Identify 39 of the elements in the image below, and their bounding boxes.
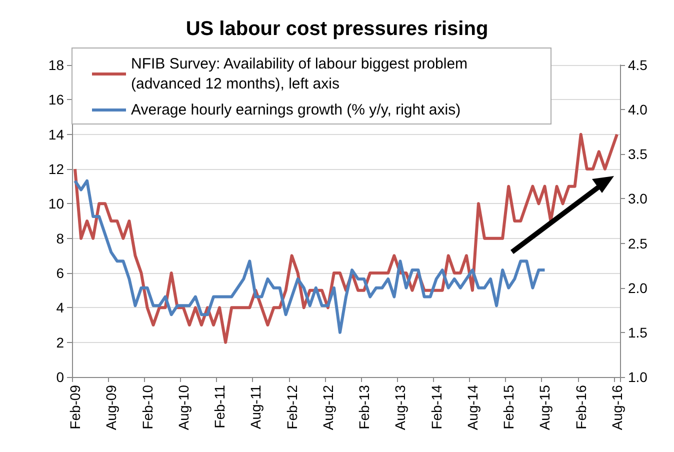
y-tick-label: 14: [48, 126, 64, 142]
y-tick-label: 12: [48, 161, 64, 177]
x-tick-label: Feb-11: [212, 384, 228, 428]
x-tick-label: Feb-14: [428, 384, 444, 430]
x-tick-label: Aug-09: [103, 384, 120, 430]
legend-label: NFIB Survey: Availability of labour biggest problem (advanced 12 months), left axis: [131, 56, 472, 92]
x-tick-label: Feb-13: [356, 384, 372, 430]
x-tick-label: Aug-14: [464, 384, 480, 430]
y-tick-label: 0: [56, 369, 64, 385]
y-tick-label: 16: [48, 92, 64, 108]
chart-title: US labour cost pressures rising: [186, 18, 488, 40]
y-tick-label: 4: [56, 300, 64, 316]
x-tick-label: Feb-10: [139, 384, 156, 430]
y2-tick-label: 1.0: [628, 369, 648, 385]
y-tick-label: 6: [56, 265, 64, 281]
y2-tick-label: 2.0: [628, 280, 648, 296]
y-tick-label: 8: [56, 230, 64, 246]
x-tick-label: Feb-09: [67, 384, 84, 430]
y2-tick-label: 4.0: [628, 102, 648, 118]
line-series: [74, 132, 618, 344]
x-tick-label: Aug-10: [175, 384, 192, 430]
y2-tick-label: 1.5: [628, 324, 648, 340]
x-tick-label: Aug-11: [248, 384, 264, 430]
y-tick-label: 18: [48, 57, 64, 73]
x-tick-label: Feb-12: [284, 384, 300, 430]
line-series: [74, 179, 546, 334]
x-tick-label: Aug-12: [320, 384, 336, 430]
y2-tick-label: 4.5: [628, 57, 648, 73]
y2-tick-label: 3.0: [628, 190, 648, 207]
x-tick-label: Feb-16: [572, 384, 589, 430]
x-tick-label: Feb-15: [500, 384, 517, 430]
y-tick-label: 10: [48, 196, 64, 212]
y2-tick-label: 2.5: [628, 235, 648, 252]
x-tick-label: Aug-13: [392, 384, 408, 430]
x-tick-label: Aug-16: [608, 384, 625, 430]
x-tick-label: Aug-15: [536, 384, 553, 430]
y2-tick-label: 3.5: [628, 146, 648, 162]
legend-label: Average hourly earnings growth (% y/y, right axis): [131, 102, 461, 118]
y-tick-label: 2: [56, 334, 64, 350]
